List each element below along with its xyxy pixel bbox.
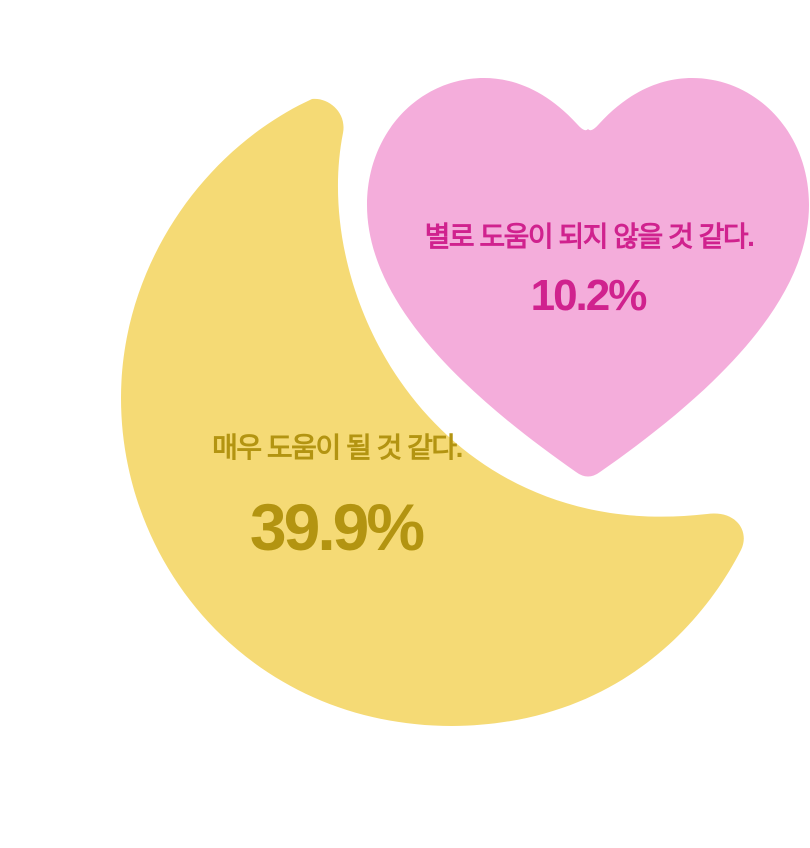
moon-icon — [121, 98, 744, 726]
moon-value: 39.9% — [250, 490, 423, 564]
moon-label: 매우 도움이 될 것 같다. — [212, 432, 462, 463]
heart-value: 10.2% — [531, 271, 647, 320]
heart-icon — [367, 78, 809, 477]
heart-label: 별로 도움이 되지 않을 것 같다. — [425, 221, 754, 252]
